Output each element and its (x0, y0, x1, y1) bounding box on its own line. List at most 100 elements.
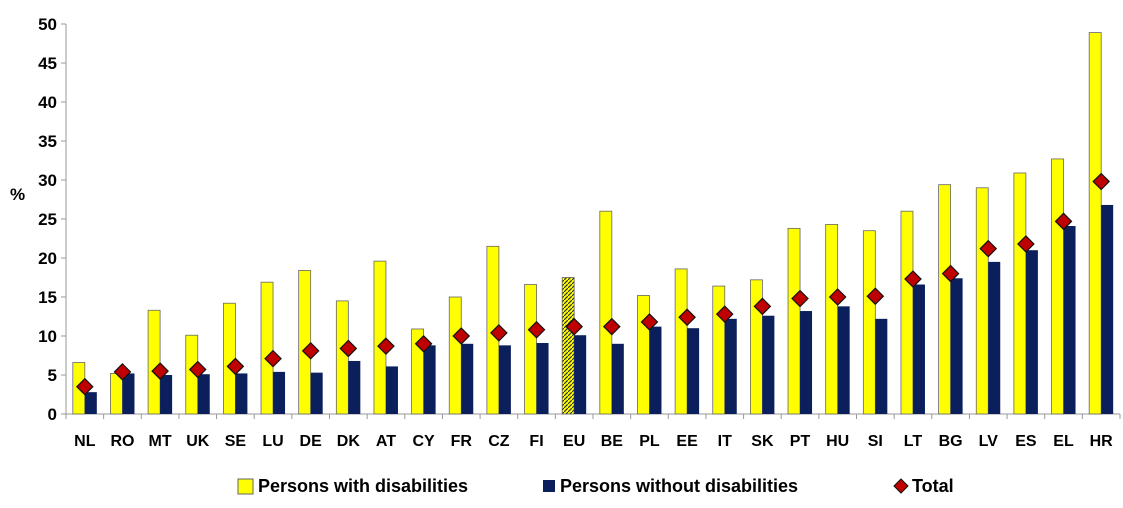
bar-with-disabilities-mt (147, 309, 161, 415)
x-tick-label-se: SE (225, 433, 247, 450)
x-tick-label-it: IT (718, 433, 732, 450)
bar-without-disabilities-hu (837, 306, 850, 414)
total-marker-uk (188, 360, 207, 379)
bar-with-disabilities-el (1051, 158, 1064, 415)
bar-without-disabilities-it (724, 318, 737, 414)
y-tick-label: 40 (38, 93, 57, 112)
y-tick-label: 50 (38, 15, 57, 34)
x-tick-label-de: DE (300, 433, 323, 450)
bar-with-disabilities-se (222, 302, 236, 415)
bar-without-disabilities-at (385, 366, 398, 414)
bar-without-disabilities-eu (574, 335, 587, 414)
x-tick-label-hu: HU (826, 433, 849, 450)
bar-with-disabilities-de (298, 270, 312, 415)
x-tick-label-ee: EE (676, 433, 698, 450)
bar-without-disabilities-fr (461, 343, 474, 414)
total-marker-se (226, 357, 245, 376)
x-tick-label-pt: PT (790, 433, 811, 450)
total-marker-cz (490, 324, 508, 342)
bar-without-disabilities-nl (84, 392, 97, 414)
bar-with-disabilities-fr (448, 296, 462, 415)
bar-with-disabilities-pl (637, 295, 650, 415)
total-markers (75, 172, 1111, 396)
x-tick-label-lu: LU (262, 433, 283, 450)
total-marker-be (602, 317, 621, 336)
bar-without-disabilities-hr (1101, 204, 1114, 414)
bar-without-disabilities-fi (536, 343, 549, 414)
x-tick-label-es: ES (1015, 433, 1037, 450)
bar-without-disabilities-be (611, 343, 624, 414)
bar-with-disabilities-hu (825, 224, 839, 415)
total-marker-nl (75, 377, 94, 396)
total-marker-es (1017, 235, 1035, 253)
total-marker-fr (452, 327, 471, 345)
y-tick-label: 10 (38, 327, 57, 346)
total-marker-el (1054, 212, 1073, 231)
x-tick-label-si: SI (868, 433, 883, 450)
bar-without-disabilities-cz (498, 345, 511, 414)
legend-swatch-with-disabilities (237, 478, 254, 495)
x-tick-label-lt: LT (904, 433, 923, 450)
total-marker-sk (753, 297, 772, 316)
total-marker-lu (264, 349, 282, 368)
x-tick-label-pl: PL (639, 433, 660, 450)
bar-with-disabilities-es (1013, 172, 1027, 415)
total-marker-at (377, 337, 395, 355)
legend-swatch-without-disabilities (543, 480, 555, 492)
x-tick-label-cz: CZ (488, 433, 510, 450)
bar-with-disabilities-dk (335, 300, 349, 415)
y-axis-label: % (10, 185, 25, 204)
bar-with-disabilities-lt (900, 210, 914, 415)
x-tick-label-dk: DK (337, 433, 361, 450)
bar-without-disabilities-el (1063, 226, 1076, 414)
bar-with-disabilities-ro (110, 373, 123, 415)
bar-with-disabilities-si (862, 230, 876, 415)
legend-label-without-disabilities: Persons without disabilities (560, 476, 798, 496)
total-marker-hu (828, 288, 847, 306)
bar-without-disabilities-si (875, 318, 888, 414)
legend: Persons with disabilities Persons without… (237, 476, 954, 496)
bar-without-disabilities-pl (649, 326, 662, 414)
total-marker-it (715, 305, 734, 324)
bar-with-disabilities-it (712, 285, 726, 415)
legend-label-total: Total (912, 476, 954, 496)
bar-with-disabilities-at (373, 260, 387, 415)
x-tick-label-bg: BG (939, 433, 963, 450)
bar-with-disabilities-lu (260, 281, 274, 415)
x-tick-label-be: BE (601, 433, 624, 450)
bar-without-disabilities-uk (197, 374, 210, 414)
y-tick-label: 0 (48, 405, 57, 424)
x-tick-label-hr: HR (1090, 433, 1114, 450)
total-marker-cy (414, 334, 433, 353)
total-marker-fi (527, 320, 546, 339)
bar-without-disabilities-ee (687, 328, 700, 414)
bar-with-disabilities-eu (561, 277, 575, 415)
y-tick-label: 20 (38, 249, 57, 268)
x-tick-label-uk: UK (186, 433, 210, 450)
total-marker-lt (904, 270, 922, 288)
bar-with-disabilities-lv (975, 187, 989, 415)
y-tick-label: 5 (48, 366, 57, 385)
bar-without-disabilities-dk (348, 360, 361, 414)
x-tick-label-fr: FR (451, 433, 473, 450)
bars (72, 32, 1114, 415)
x-tick-label-el: EL (1053, 433, 1074, 450)
legend-swatch-total (893, 478, 909, 494)
bar-without-disabilities-lv (988, 261, 1001, 414)
x-tick-label-ro: RO (110, 433, 134, 450)
total-marker-de (301, 341, 320, 360)
bar-without-disabilities-se (235, 373, 248, 414)
bar-with-disabilities-be (599, 210, 613, 415)
bar-without-disabilities-lu (273, 371, 286, 414)
y-tick-label: 35 (38, 132, 57, 151)
bar-without-disabilities-sk (762, 315, 775, 414)
total-marker-mt (151, 362, 169, 380)
bar-without-disabilities-mt (160, 375, 173, 414)
y-tick-label: 15 (38, 288, 57, 307)
total-marker-pl (640, 313, 659, 331)
bar-with-disabilities-bg (938, 184, 952, 415)
x-tick-label-cy: CY (412, 433, 435, 450)
bar-without-disabilities-lt (912, 284, 925, 414)
x-tick-labels: NL RO MT UK SE LU DE DK AT CY FR CZ FI EU BE PL EE IT SK PT… (74, 433, 1113, 450)
